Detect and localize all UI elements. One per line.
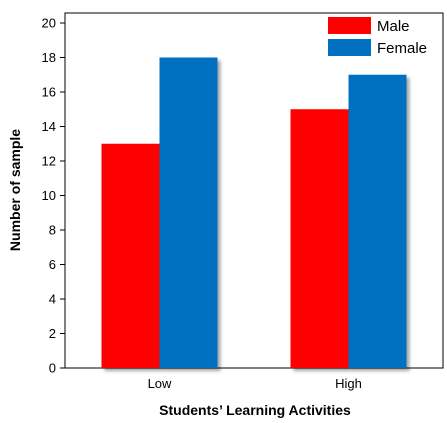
y-tick-label: 20	[42, 16, 56, 31]
legend-label-female: Female	[377, 40, 427, 57]
y-tick-label: 10	[42, 188, 56, 203]
legend: Male Female	[328, 17, 427, 57]
y-tick-label: 8	[49, 223, 56, 238]
bar-female-high	[348, 74, 407, 368]
legend-label-male: Male	[377, 18, 410, 35]
y-tick-label: 2	[49, 326, 56, 341]
bar-female-low	[159, 57, 218, 368]
y-tick-label: 4	[49, 292, 56, 307]
y-tick-label: 6	[49, 257, 56, 272]
x-tick-label: Low	[148, 376, 172, 391]
legend-swatch-female	[328, 39, 371, 56]
bar-male-low	[101, 143, 160, 368]
y-tick-label: 0	[49, 361, 56, 376]
bars-group	[101, 57, 407, 368]
y-axis-title: Number of sample	[7, 129, 23, 251]
y-axis: 0 2 4 6 8 10 12 14 16 18 20	[42, 16, 65, 376]
x-tick-label: High	[335, 376, 362, 391]
y-tick-label: 12	[42, 154, 56, 169]
x-axis-title: Students’ Learning Activities	[159, 402, 351, 418]
x-axis: Low High	[148, 376, 362, 391]
y-tick-label: 16	[42, 85, 56, 100]
bar-male-high	[290, 109, 349, 368]
y-tick-label: 14	[42, 119, 56, 134]
legend-swatch-male	[328, 17, 371, 34]
y-tick-label: 18	[42, 50, 56, 65]
